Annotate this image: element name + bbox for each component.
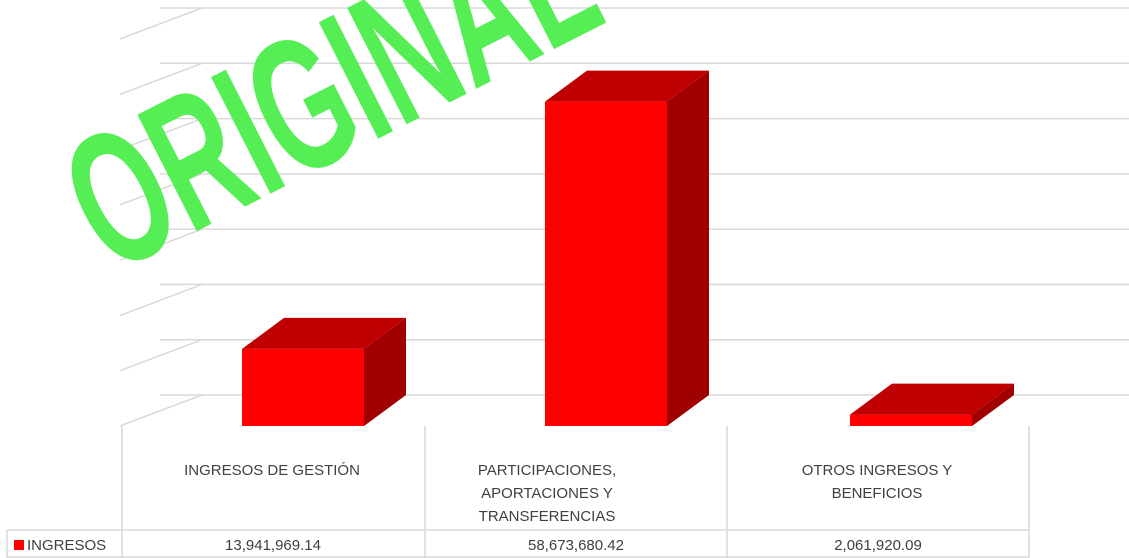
bars: [242, 70, 1014, 426]
category-label-1: PARTICIPACIONES, APORTACIONES Y TRANSFER…: [477, 462, 617, 525]
series-name: INGRESOS: [27, 537, 107, 554]
bar-side-2: [972, 383, 1014, 426]
value-label-1: 58,673,680.42: [528, 537, 624, 554]
category-label-0: INGRESOS DE GESTIÓN: [184, 462, 360, 479]
gridline-diagonal: [119, 394, 203, 427]
value-label-0: 13,941,969.14: [225, 537, 321, 554]
bar-1: [545, 101, 667, 426]
gridline-diagonal: [119, 117, 203, 151]
bar-top-2: [850, 383, 1014, 415]
data-table-lines: [6, 426, 1030, 558]
value-label-2: 2,061,920.09: [834, 537, 922, 554]
legend-entry: INGRESOS: [14, 536, 106, 556]
gridline-diagonal: [119, 228, 203, 261]
gridline-diagonal: [119, 339, 203, 372]
category-label-2: OTROS INGRESOS Y BENEFICIOS: [801, 462, 953, 502]
gridline-diagonal: [119, 173, 203, 206]
gridline-diagonal: [119, 62, 203, 95]
gridline-diagonal: [119, 283, 203, 317]
bar-side-1: [667, 70, 709, 426]
bar-0: [242, 348, 364, 426]
bar-top-1: [545, 70, 709, 102]
legend-key-ingresos: [14, 540, 24, 550]
bar-side-0: [364, 317, 406, 426]
watermark-original: ORIGINAL: [33, 0, 628, 312]
gridline-diagonal: [119, 7, 203, 40]
bar-2: [850, 414, 972, 426]
bar-top-0: [242, 317, 406, 349]
